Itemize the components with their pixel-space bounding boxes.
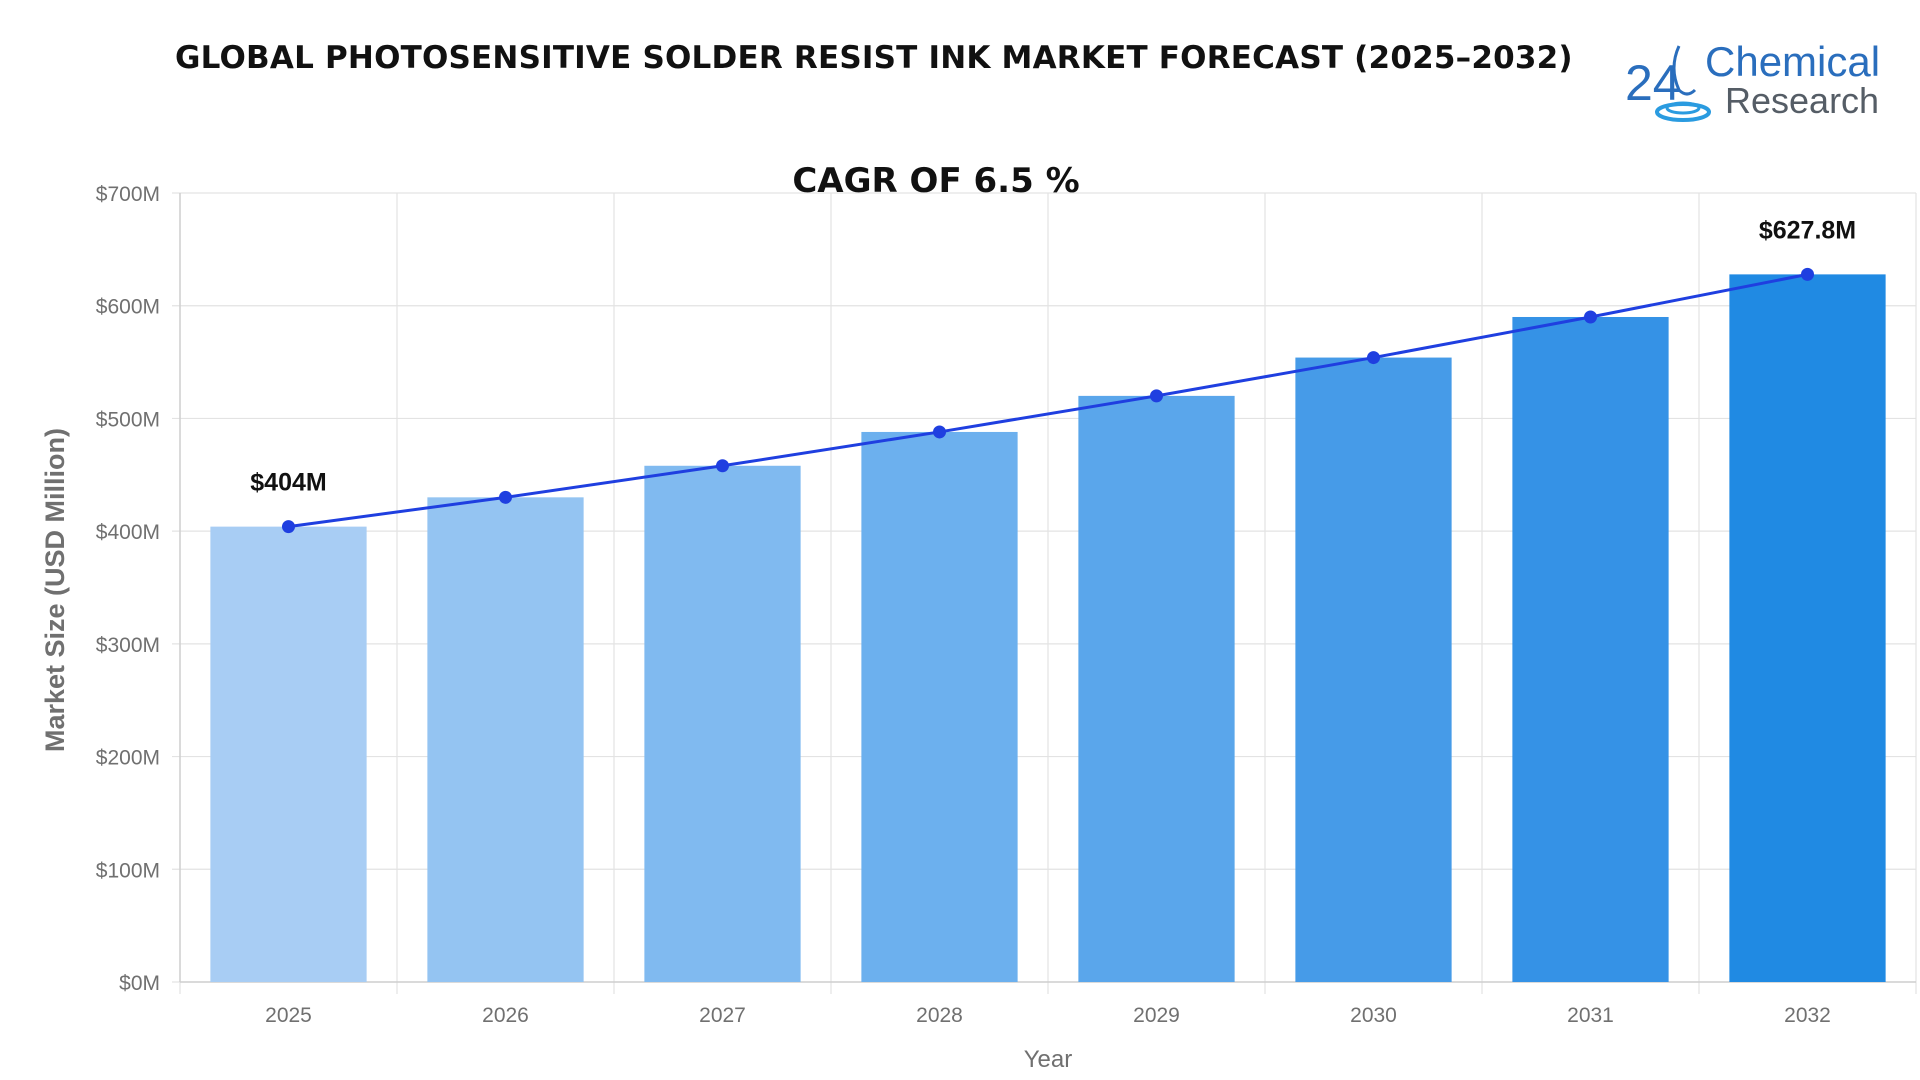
flask-logo-icon: 24 — [1625, 45, 1711, 122]
trend-point-2031 — [1584, 310, 1597, 324]
x-tick-label: 2031 — [1567, 1004, 1614, 1027]
y-tick-label: $200M — [96, 747, 160, 770]
trend-point-2028 — [933, 425, 946, 439]
axis-ticks: $0M $100M $200M $300M $400M $500M $600M $700M 20… — [96, 183, 1831, 1027]
x-tick-label: 2032 — [1784, 1004, 1831, 1027]
bar-2029 — [1078, 395, 1235, 982]
y-tick-label: $400M — [96, 521, 160, 544]
bar-2025 — [210, 526, 367, 982]
x-axis-title: Year — [1024, 1046, 1073, 1073]
data-label-2025: $404M — [250, 469, 326, 497]
y-tick-label: $500M — [96, 408, 160, 431]
trend-point-2030 — [1367, 351, 1380, 365]
x-tick-label: 2029 — [1133, 1004, 1180, 1027]
y-axis-title: Market Size (USD Million) — [40, 428, 70, 752]
bar-2026 — [427, 497, 584, 982]
trend-point-2029 — [1150, 389, 1163, 403]
bar-2030 — [1295, 357, 1452, 982]
chart-title: CAGR OF 6.5 % — [792, 161, 1079, 201]
trend-line — [282, 267, 1814, 534]
trend-line-path — [288, 272, 1808, 529]
x-tick-label: 2025 — [265, 1004, 312, 1027]
data-labels: $404M $627.8M — [250, 216, 1856, 496]
page-title: GLOBAL PHOTOSENSITIVE SOLDER RESIST INK … — [175, 40, 1573, 76]
trend-point-2032 — [1801, 267, 1814, 281]
bar-2028 — [861, 431, 1018, 982]
y-tick-label: $300M — [96, 634, 160, 657]
trend-point-2026 — [499, 490, 512, 504]
y-tick-label: $100M — [96, 859, 160, 882]
trend-point-2027 — [716, 459, 729, 473]
y-tick-label: $700M — [96, 183, 160, 206]
logo-text-research: Research — [1725, 80, 1880, 121]
company-logo: 24 Chemical Research — [1625, 38, 1895, 128]
x-tick-label: 2030 — [1350, 1004, 1397, 1027]
svg-text:24: 24 — [1625, 55, 1681, 111]
y-tick-label: $0M — [119, 972, 160, 995]
logo-text-chemical: Chemical — [1705, 38, 1881, 85]
bar-2032 — [1729, 274, 1886, 982]
data-label-2032: $627.8M — [1759, 216, 1856, 244]
x-tick-label: 2027 — [699, 1004, 746, 1027]
bar-2031 — [1512, 316, 1669, 982]
y-tick-label: $600M — [96, 296, 160, 319]
bars — [210, 274, 1886, 983]
bar-2027 — [644, 465, 801, 983]
trend-point-2025 — [282, 520, 295, 534]
x-tick-label: 2026 — [482, 1004, 529, 1027]
x-tick-label: 2028 — [916, 1004, 963, 1027]
